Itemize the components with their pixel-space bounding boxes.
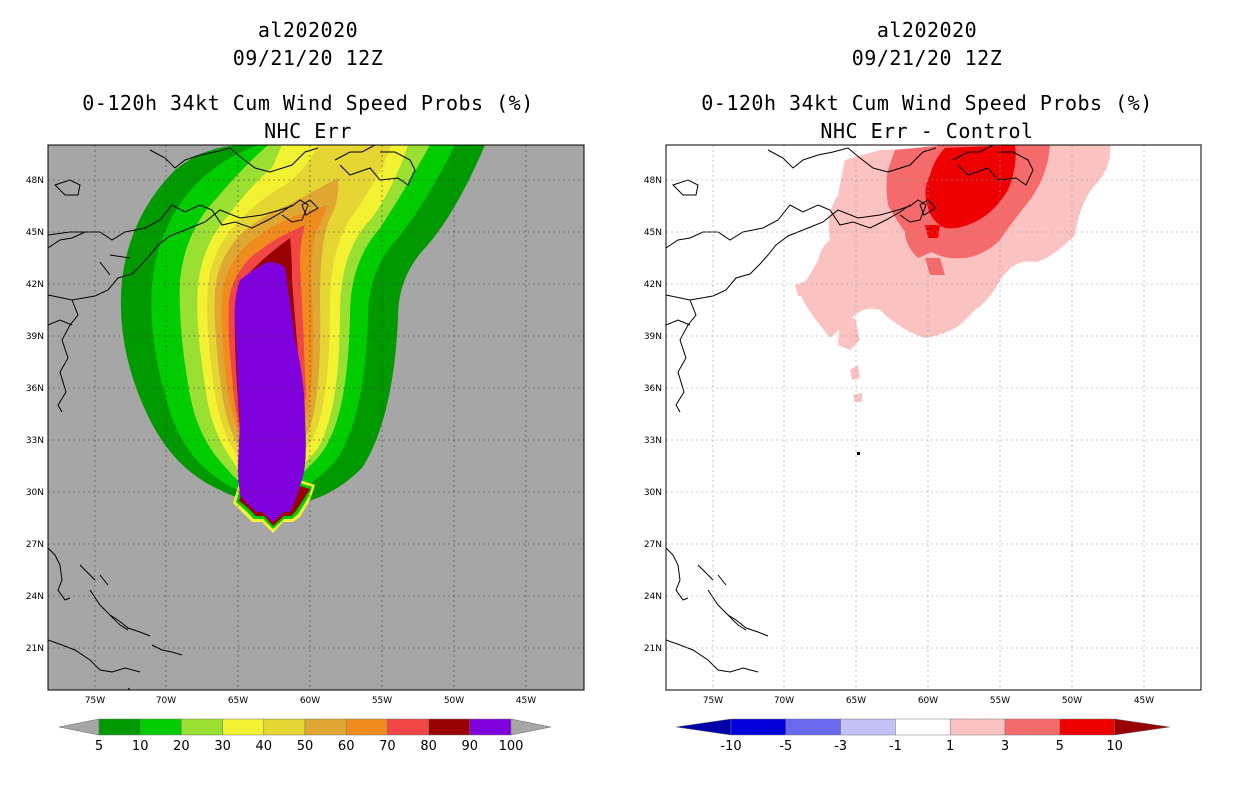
left-colorbar-label: 10 — [132, 739, 149, 754]
right-colorbar-segment — [1004, 718, 1061, 736]
left-colorbar-label: 70 — [379, 739, 396, 754]
left-lat-label: 21N — [26, 644, 44, 654]
right-lat-label: 24N — [644, 592, 662, 602]
left-colorbar-segment — [181, 718, 223, 736]
left-colorbar-label: 5 — [95, 739, 103, 754]
right-colorbar-label: 10 — [1106, 739, 1123, 754]
right-colorbar-label: -10 — [720, 739, 741, 754]
left-lat-label: 27N — [26, 540, 44, 550]
right-difference-field — [795, 145, 1111, 455]
left-colorbar-label: 20 — [173, 739, 190, 754]
right-gridlines — [666, 145, 1201, 690]
right-colorbar-segment — [1059, 718, 1115, 736]
left-colorbar-label: 30 — [214, 739, 231, 754]
right-lon-labels: 75W 70W 65W 60W 55W 50W 45W — [703, 696, 1154, 706]
right-lat-label: 36N — [644, 384, 662, 394]
left-lon-label: 55W — [372, 696, 392, 706]
right-lon-label: 70W — [774, 696, 794, 706]
right-lon-label: 45W — [1134, 696, 1154, 706]
left-subtitle: NHC Err — [264, 119, 352, 143]
left-lon-label: 60W — [300, 696, 320, 706]
left-colorbar-segment — [345, 718, 388, 736]
left-colorbar-label: 80 — [420, 739, 437, 754]
right-lon-label: 50W — [1062, 696, 1082, 706]
right-lon-label: 65W — [846, 696, 866, 706]
right-lat-labels: 48N 45N 42N 39N 36N 33N 30N 27N 24N 21N — [644, 176, 662, 654]
right-lat-label: 30N — [644, 488, 662, 498]
left-lon-label: 70W — [156, 696, 176, 706]
right-storm-id: al202020 — [876, 18, 978, 42]
right-colorbar-segment — [949, 718, 1006, 736]
left-colorbar-segment — [222, 718, 265, 736]
right-colorbar-over-triangle — [1114, 718, 1170, 736]
right-lat-label: 48N — [644, 176, 662, 186]
left-lon-label: 75W — [85, 696, 105, 706]
left-lat-labels: 48N 45N 42N 39N 36N 33N 30N 27N 24N 21N — [26, 176, 44, 654]
left-colorbar-label: 60 — [338, 739, 355, 754]
right-lat-label: 45N — [644, 228, 662, 238]
left-probability-swath — [120, 145, 485, 533]
left-colorbar-under-triangle — [58, 718, 100, 736]
left-datetime: 09/21/20 12Z — [232, 46, 384, 70]
right-colorbar-segment — [840, 718, 896, 736]
right-subtitle: NHC Err - Control — [820, 119, 1034, 143]
right-colorbar-label: 3 — [1001, 739, 1009, 754]
left-colorbar: 5 10 20 30 40 50 60 70 80 90 100 — [58, 718, 552, 754]
left-colorbar-segment — [387, 718, 429, 736]
left-colorbar-segment — [139, 718, 182, 736]
right-colorbar-label: 1 — [946, 739, 954, 754]
left-lat-label: 45N — [26, 228, 44, 238]
left-lon-labels: 75W 70W 65W 60W 55W 50W 45W — [85, 696, 536, 706]
right-product-title: 0-120h 34kt Cum Wind Speed Probs (%) — [701, 91, 1153, 115]
right-datetime: 09/21/20 12Z — [851, 46, 1003, 70]
right-lon-label: 60W — [918, 696, 938, 706]
right-lat-label: 39N — [644, 332, 662, 342]
right-map: 75W 70W 65W 60W 55W 50W 45W 48N 45N 42N … — [644, 144, 1202, 706]
right-lat-label: 33N — [644, 436, 662, 446]
left-gridlines — [48, 145, 584, 690]
left-lat-label: 48N — [26, 176, 44, 186]
left-colorbar-over-triangle — [510, 718, 552, 736]
left-colorbar-segment — [98, 718, 141, 736]
left-lat-label: 24N — [26, 592, 44, 602]
left-lat-label: 39N — [26, 332, 44, 342]
right-lat-label: 27N — [644, 540, 662, 550]
right-lat-label: 42N — [644, 280, 662, 290]
left-colorbar-segment — [469, 718, 512, 736]
left-lat-label: 36N — [26, 384, 44, 394]
right-colorbar-segment — [730, 718, 787, 736]
right-colorbar-label: 5 — [1056, 739, 1064, 754]
right-lon-label: 75W — [703, 696, 723, 706]
left-product-title: 0-120h 34kt Cum Wind Speed Probs (%) — [82, 91, 534, 115]
left-colorbar-label: 50 — [297, 739, 314, 754]
left-lon-label: 65W — [228, 696, 248, 706]
left-lat-label: 30N — [26, 488, 44, 498]
left-colorbar-segment — [263, 718, 306, 736]
left-lat-label: 42N — [26, 280, 44, 290]
left-colorbar-segment — [428, 718, 471, 736]
left-map-frame — [47, 144, 585, 691]
left-map: 75W 70W 65W 60W 55W 50W 45W 48N 45N 42N … — [26, 144, 585, 706]
right-colorbar-label: -1 — [889, 739, 902, 754]
right-lon-label: 55W — [990, 696, 1010, 706]
left-colorbar-label: 100 — [499, 739, 524, 754]
right-lat-label: 21N — [644, 644, 662, 654]
left-colorbar-segment — [304, 718, 347, 736]
left-lon-label: 50W — [444, 696, 464, 706]
right-colorbar-segment — [895, 718, 951, 736]
left-lat-label: 33N — [26, 436, 44, 446]
right-colorbar-segment — [785, 718, 841, 736]
right-colorbar-label: -3 — [834, 739, 847, 754]
left-lon-label: 45W — [516, 696, 536, 706]
right-colorbar: -10 -5 -3 -1 1 3 5 10 — [675, 718, 1170, 754]
right-colorbar-label: -5 — [779, 739, 792, 754]
right-map-frame — [665, 144, 1202, 691]
left-storm-id: al202020 — [257, 18, 359, 42]
left-colorbar-label: 40 — [256, 739, 273, 754]
right-colorbar-under-triangle — [675, 718, 732, 736]
left-colorbar-label: 90 — [462, 739, 479, 754]
